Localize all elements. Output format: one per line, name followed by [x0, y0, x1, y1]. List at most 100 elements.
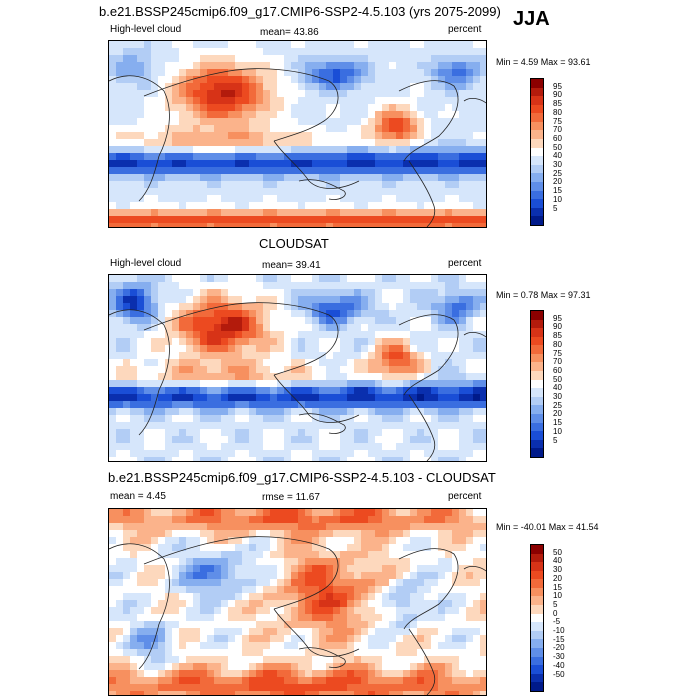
colorbar-tick-label: -20 [553, 643, 565, 653]
colorbar-swatch [531, 439, 543, 449]
panel2-map-canvas [109, 275, 486, 461]
colorbar-swatch [531, 87, 543, 97]
colorbar-tick-label: 50 [553, 374, 562, 384]
panel1-center-label: mean= 43.86 [260, 27, 319, 38]
panel2-map [108, 274, 487, 462]
season-label: JJA [513, 8, 550, 30]
colorbar-swatch [531, 396, 543, 406]
colorbar-tick-label: 10 [553, 591, 562, 601]
colorbar-swatch [531, 173, 543, 182]
colorbar-tick-label: 40 [553, 556, 562, 566]
colorbar-swatch [531, 190, 543, 200]
colorbar-tick-label: 40 [553, 151, 562, 161]
panel2-title: CLOUDSAT [259, 236, 329, 251]
colorbar-tick-label: -5 [553, 617, 561, 627]
colorbar-tick-label: 15 [553, 186, 562, 196]
colorbar-swatch [531, 216, 543, 225]
colorbar-tick-label: 70 [553, 357, 562, 367]
panel3-left-label: mean = 4.45 [110, 491, 166, 502]
colorbar-tick-label: 10 [553, 426, 562, 436]
colorbar-tick-label: 50 [553, 547, 562, 557]
colorbar-tick-label: 15 [553, 418, 562, 428]
colorbar-swatch [531, 665, 543, 674]
panel1-left-label: High-level cloud [110, 24, 182, 35]
colorbar-tick-label: 25 [553, 168, 562, 178]
colorbar-swatch [531, 130, 543, 140]
colorbar-tick-label: 30 [553, 160, 562, 170]
colorbar-swatch [531, 587, 543, 597]
colorbar-swatch [531, 104, 543, 114]
colorbar-tick-label: -10 [553, 626, 565, 636]
colorbar-tick-label: 60 [553, 133, 562, 143]
colorbar-tick-label: -50 [553, 669, 565, 679]
panel2-center-label: mean= 39.41 [262, 260, 321, 271]
colorbar-tick-label: -40 [553, 660, 565, 670]
colorbar-swatch [531, 362, 543, 372]
colorbar-swatch [531, 79, 543, 88]
colorbar-swatch [531, 371, 543, 380]
panel2-left-label: High-level cloud [110, 258, 182, 269]
panel3-map [108, 508, 487, 696]
panel3-title: b.e21.BSSP245cmip6.f09_g17.CMIP6-SSP2-4.… [108, 470, 496, 485]
colorbar-swatch [531, 553, 543, 563]
colorbar-swatch [531, 630, 543, 640]
colorbar-tick-label: 80 [553, 107, 562, 117]
colorbar-tick-label: -30 [553, 652, 565, 662]
panel1-map [108, 40, 487, 228]
colorbar-swatch [531, 113, 543, 122]
colorbar-swatch [531, 121, 543, 131]
colorbar-swatch [531, 448, 543, 457]
colorbar-swatch [531, 579, 543, 588]
colorbar-tick-label: 90 [553, 322, 562, 332]
colorbar-tick-label: 20 [553, 409, 562, 419]
colorbar-swatch [531, 682, 543, 691]
panel1-colorbar [530, 78, 544, 226]
colorbar-swatch [531, 345, 543, 354]
colorbar-tick-label: 85 [553, 331, 562, 341]
colorbar-swatch [531, 139, 543, 148]
colorbar-swatch [531, 562, 543, 571]
colorbar-tick-label: 20 [553, 573, 562, 583]
panel1-minmax: Min = 4.59 Max = 93.61 [496, 57, 591, 67]
colorbar-tick-label: 95 [553, 81, 562, 91]
colorbar-tick-label: 5 [553, 435, 558, 445]
panel1-map-canvas [109, 41, 486, 227]
colorbar-swatch [531, 156, 543, 165]
colorbar-swatch [531, 388, 543, 397]
colorbar-swatch [531, 199, 543, 208]
colorbar-swatch [531, 353, 543, 363]
colorbar-tick-label: 50 [553, 142, 562, 152]
panel3-center-label: rmse = 11.67 [262, 492, 320, 503]
colorbar-swatch [531, 431, 543, 440]
panel1-right-label: percent [448, 24, 482, 35]
colorbar-swatch [531, 422, 543, 432]
colorbar-swatch [531, 596, 543, 606]
colorbar-swatch [531, 164, 543, 174]
colorbar-swatch [531, 413, 543, 423]
colorbar-tick-label: 10 [553, 194, 562, 204]
colorbar-swatch [531, 328, 543, 337]
colorbar-tick-label: 70 [553, 125, 562, 135]
colorbar-tick-label: 75 [553, 116, 562, 126]
colorbar-tick-label: 0 [553, 608, 558, 618]
colorbar-tick-label: -15 [553, 634, 565, 644]
panel2-minmax: Min = 0.78 Max = 97.31 [496, 290, 591, 300]
panel2-colorbar [530, 310, 544, 458]
colorbar-swatch [531, 311, 543, 320]
colorbar-tick-label: 40 [553, 383, 562, 393]
colorbar-swatch [531, 673, 543, 683]
panel3-map-canvas [109, 509, 486, 695]
colorbar-tick-label: 5 [553, 203, 558, 213]
colorbar-swatch [531, 570, 543, 580]
colorbar-tick-label: 95 [553, 313, 562, 323]
colorbar-swatch [531, 605, 543, 614]
panel3-colorbar [530, 544, 544, 692]
colorbar-tick-label: 5 [553, 599, 558, 609]
colorbar-swatch [531, 147, 543, 157]
colorbar-tick-label: 75 [553, 348, 562, 358]
colorbar-swatch [531, 545, 543, 554]
colorbar-tick-label: 30 [553, 392, 562, 402]
colorbar-tick-label: 90 [553, 90, 562, 100]
colorbar-swatch [531, 656, 543, 666]
colorbar-swatch [531, 96, 543, 105]
